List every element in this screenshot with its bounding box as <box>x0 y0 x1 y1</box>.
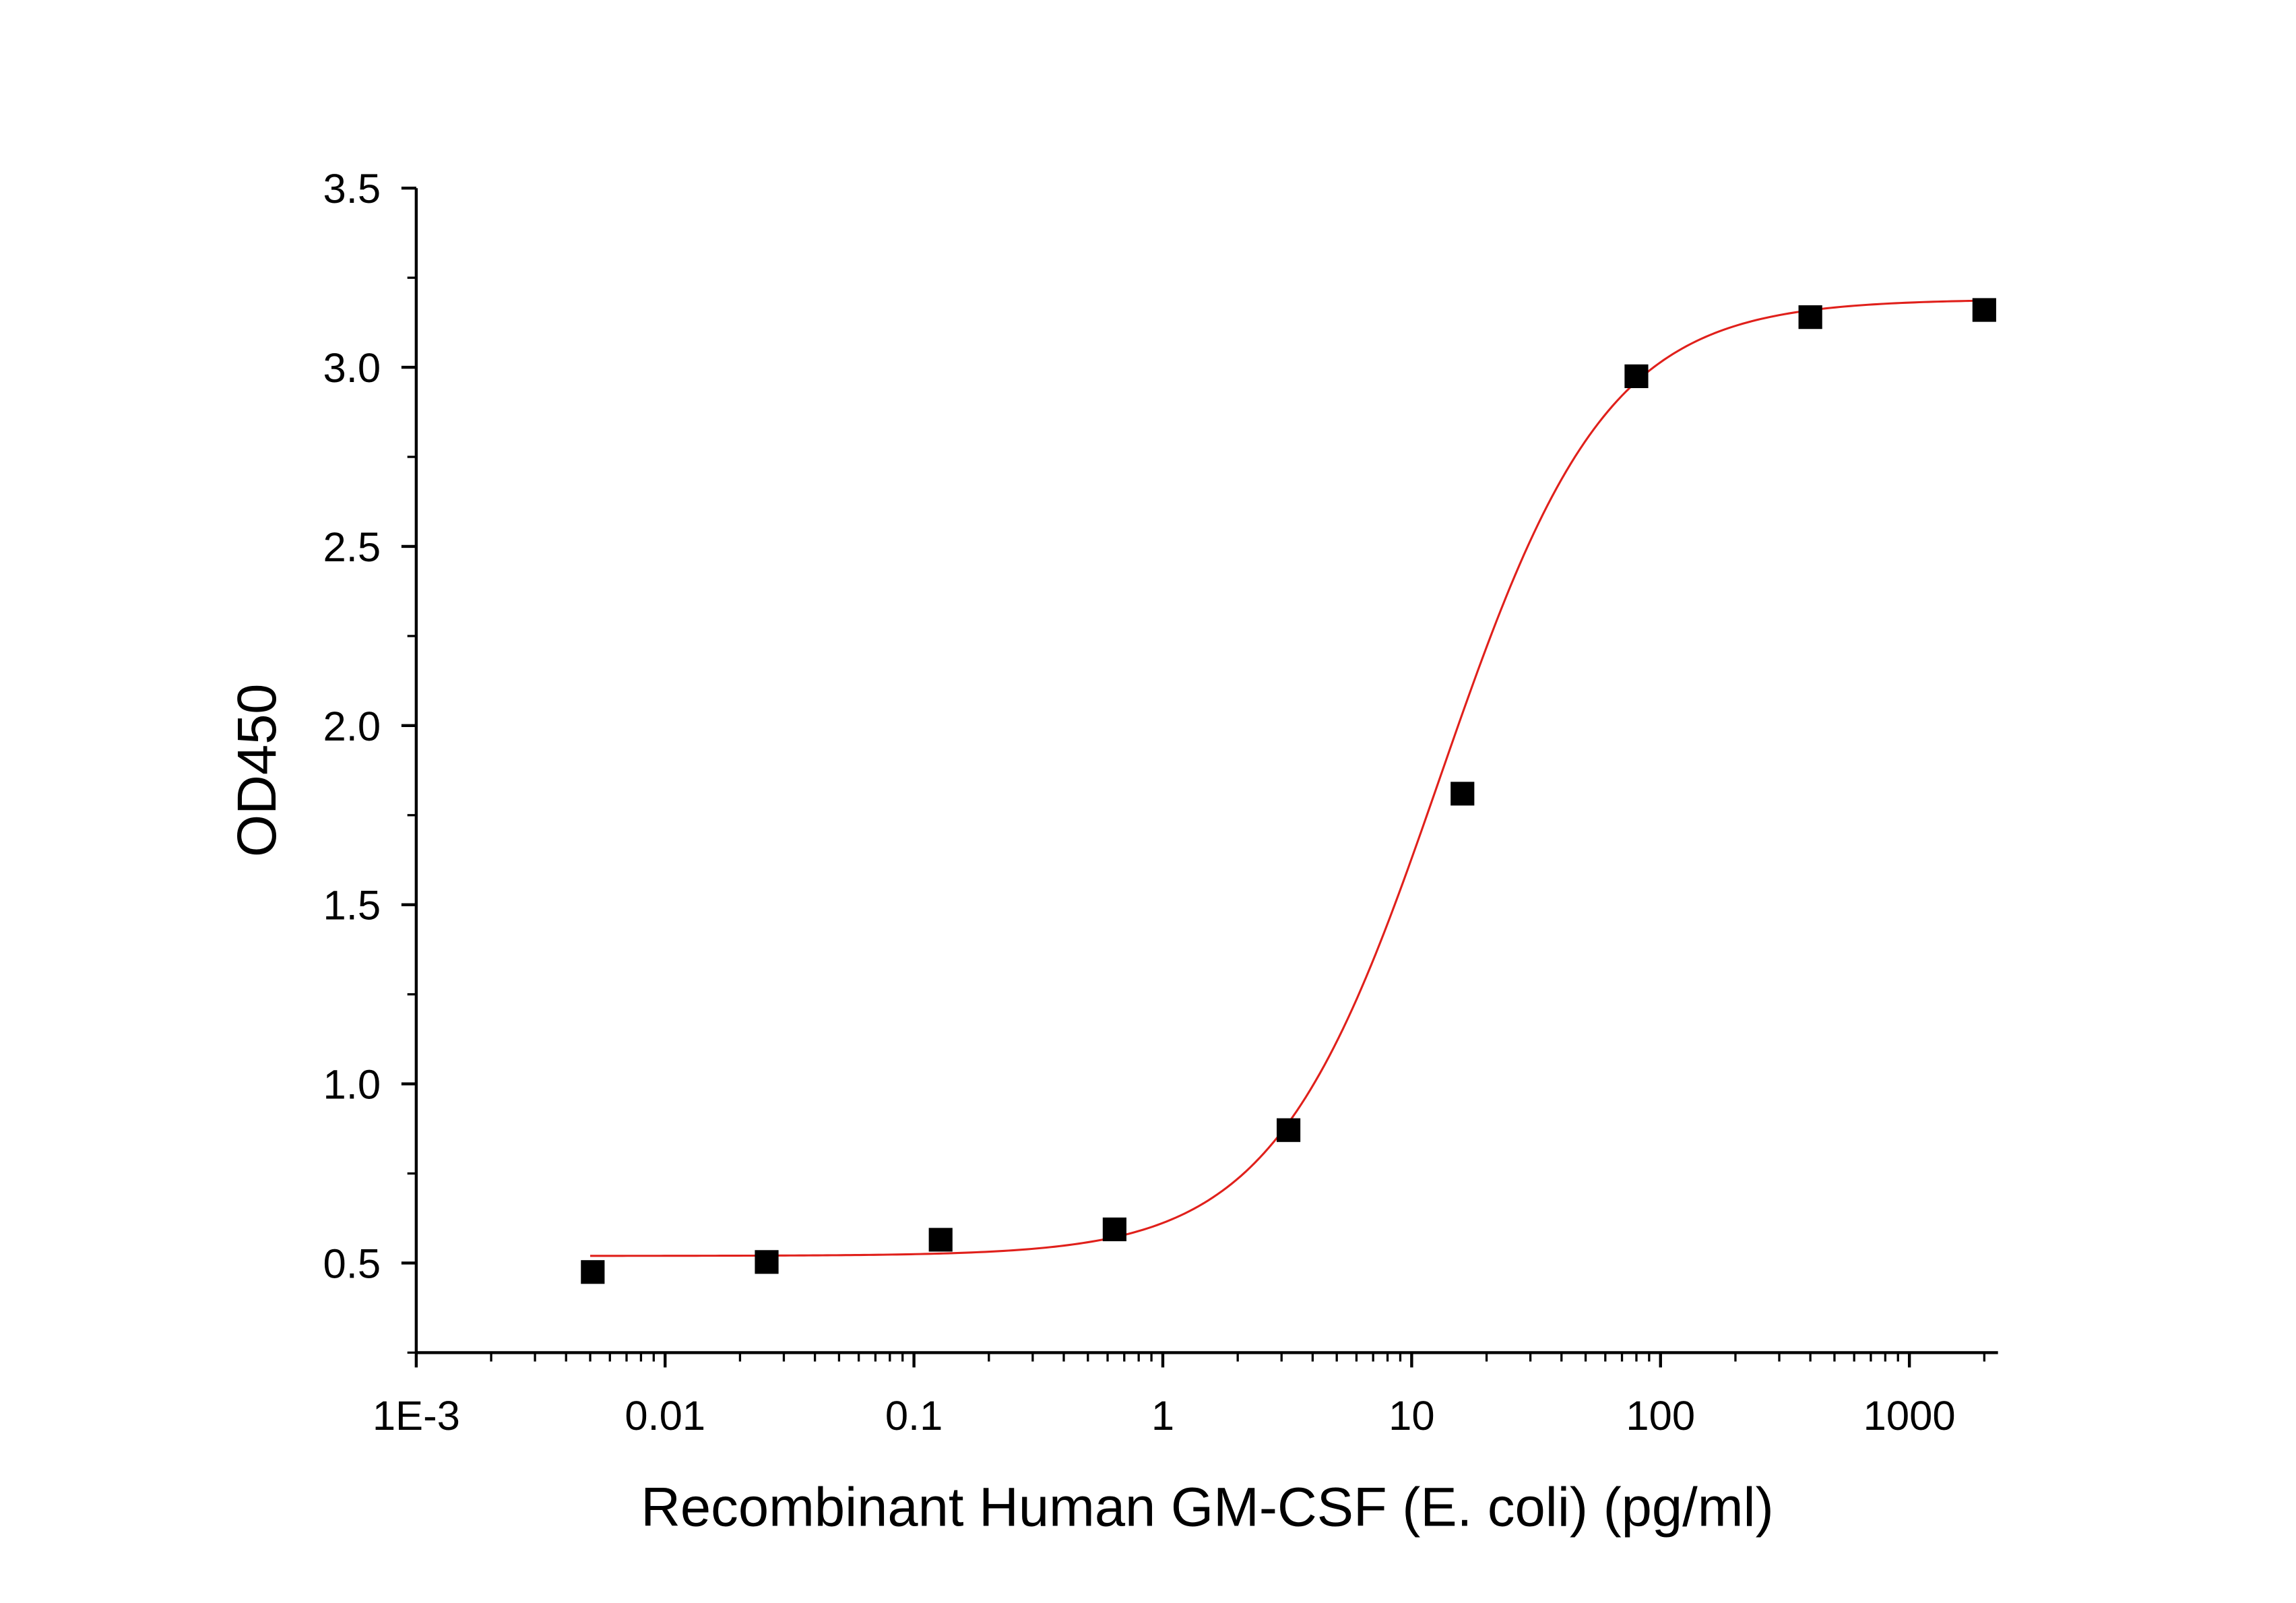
y-tick-label: 0.5 <box>323 1240 381 1287</box>
data-points <box>581 298 1996 1284</box>
fit-curve <box>590 299 1985 1257</box>
x-tick-label: 0.1 <box>885 1393 943 1439</box>
axes: 1E-3 0.01 0.1 1 10 100 1000 0.5 1.0 1.5 2.0 2.5 3.0 3… <box>323 166 1998 1439</box>
y-axis-label: OD450 <box>226 683 288 857</box>
y-tick-label: 2.5 <box>323 524 381 571</box>
data-point <box>1798 305 1822 329</box>
x-tick-label: 0.01 <box>625 1393 705 1439</box>
x-tick-label: 100 <box>1626 1393 1695 1439</box>
y-tick-label: 3.5 <box>323 166 381 212</box>
x-axis-label: Recombinant Human GM-CSF (E. coli) (pg/m… <box>641 1477 1773 1538</box>
data-point <box>1624 364 1649 388</box>
x-tick-label: 1000 <box>1863 1393 1956 1439</box>
data-point <box>1450 782 1475 806</box>
y-tick-label: 1.0 <box>323 1062 381 1108</box>
data-point <box>928 1228 953 1252</box>
data-point <box>1102 1217 1126 1242</box>
data-point <box>581 1260 605 1284</box>
y-tick-label: 2.0 <box>323 703 381 750</box>
x-tick-label: 1E-3 <box>373 1393 460 1439</box>
data-point <box>755 1250 779 1274</box>
x-tick-label: 1 <box>1151 1393 1174 1439</box>
y-tick-label: 3.0 <box>323 345 381 391</box>
y-tick-label: 1.5 <box>323 883 381 929</box>
data-point <box>1972 298 1996 322</box>
data-point <box>1276 1118 1301 1142</box>
x-tick-label: 10 <box>1389 1393 1434 1439</box>
